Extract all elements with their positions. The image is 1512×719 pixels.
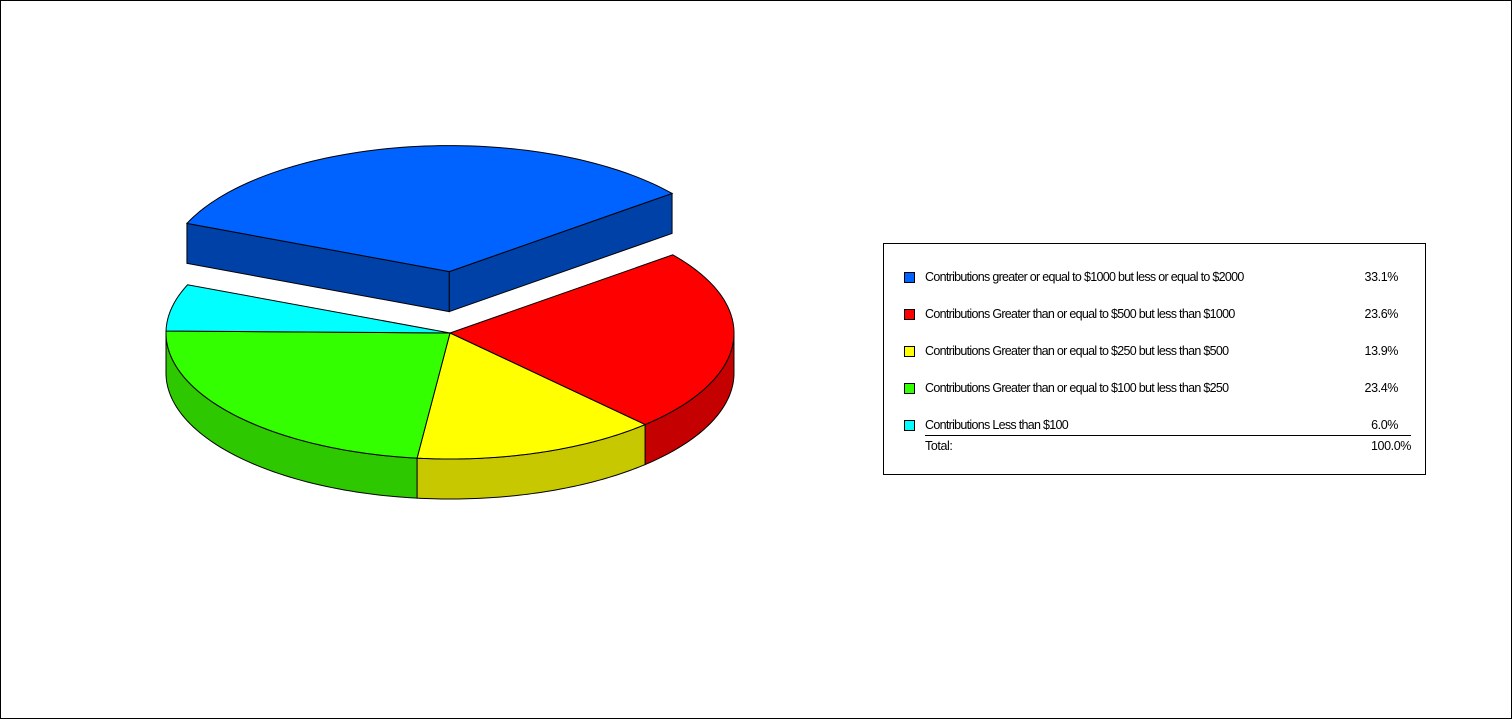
legend-total-value: 100.0% xyxy=(1371,439,1411,453)
legend-label: Contributions Less than $100 xyxy=(925,418,1069,432)
pie-slice xyxy=(416,332,647,460)
legend-label: Contributions greater or equal to $1000 … xyxy=(925,270,1244,284)
legend-swatch xyxy=(904,346,915,357)
legend-percent: 23.6% xyxy=(1364,307,1399,321)
legend-percent: 6.0% xyxy=(1371,418,1398,432)
legend-item: Contributions Greater than or equal to $… xyxy=(904,307,1414,325)
pie-slice xyxy=(165,284,451,334)
legend-total-label: Total: xyxy=(925,439,953,453)
legend-label: Contributions Greater than or equal to $… xyxy=(925,381,1229,395)
legend-item: Contributions Greater than or equal to $… xyxy=(904,344,1414,362)
legend-total-rule xyxy=(925,435,1411,436)
legend-percent: 33.1% xyxy=(1364,270,1399,284)
chart-legend: Contributions greater or equal to $1000 … xyxy=(883,243,1426,475)
legend-item: Contributions Greater than or equal to $… xyxy=(904,381,1414,399)
legend-item: Contributions Less than $100 6.0% xyxy=(904,418,1414,436)
legend-item: Contributions greater or equal to $1000 … xyxy=(904,270,1414,288)
legend-percent: 13.9% xyxy=(1364,344,1399,358)
legend-label: Contributions Greater than or equal to $… xyxy=(925,344,1229,358)
legend-percent: 23.4% xyxy=(1364,381,1399,395)
legend-total-row: Total: 100.0% xyxy=(925,439,1411,457)
legend-swatch xyxy=(904,272,915,283)
pie-slice xyxy=(165,330,451,459)
legend-label: Contributions Greater than or equal to $… xyxy=(925,307,1235,321)
legend-swatch xyxy=(904,309,915,320)
pie-slice xyxy=(185,145,674,273)
legend-swatch xyxy=(904,383,915,394)
pie-slice xyxy=(448,254,735,426)
legend-swatch xyxy=(904,420,915,431)
